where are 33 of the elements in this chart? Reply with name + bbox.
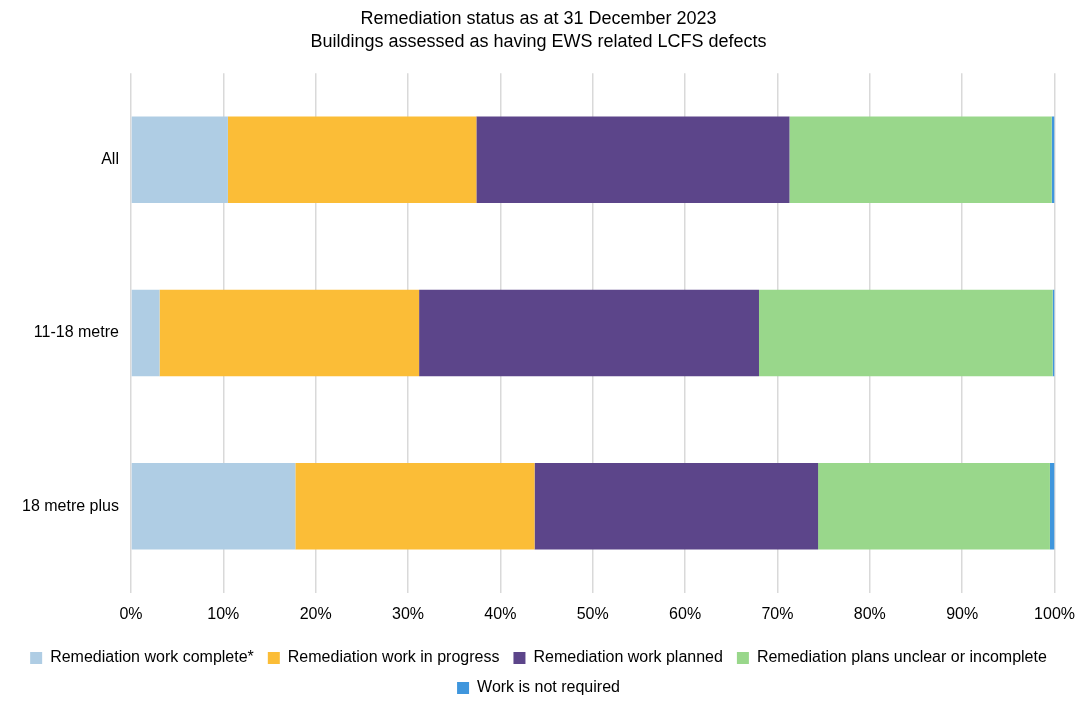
bar <box>159 289 420 377</box>
legend-label: Remediation work in progress <box>287 648 500 666</box>
bar <box>818 462 1050 550</box>
bar <box>131 462 296 550</box>
chart-subtitle: Buildings assessed as having EWS related LCFS defects <box>310 31 767 52</box>
x-tick-label: 10% <box>207 604 240 622</box>
x-tick-label: 20% <box>299 604 332 622</box>
x-tick-label: 0% <box>119 604 143 622</box>
bar <box>295 462 535 550</box>
legend-label: Work is not required <box>477 678 620 696</box>
bar <box>476 116 790 204</box>
bar <box>419 289 759 377</box>
legend-label: Remediation work planned <box>533 648 723 666</box>
y-tick-label: All <box>101 150 119 168</box>
x-tick-label: 90% <box>946 604 979 622</box>
x-tick-label: 60% <box>669 604 702 622</box>
x-tick-label: 80% <box>853 604 886 622</box>
y-tick-label: 18 metre plus <box>22 496 119 514</box>
chart-title: Remediation status as at 31 December 2023 <box>360 7 717 28</box>
bar <box>131 289 160 377</box>
bar <box>789 116 1052 204</box>
x-tick-label: 50% <box>576 604 609 622</box>
legend-label: Remediation plans unclear or incomplete <box>756 648 1047 666</box>
x-tick-label: 70% <box>761 604 794 622</box>
legend-label: Remediation work complete* <box>50 648 254 666</box>
bar <box>227 116 477 204</box>
x-tick-label: 40% <box>484 604 517 622</box>
x-tick-label: 30% <box>392 604 425 622</box>
bar <box>758 289 1053 377</box>
bar <box>131 116 228 204</box>
bar <box>534 462 819 550</box>
y-tick-label: 11-18 metre <box>33 323 120 341</box>
x-tick-label: 100% <box>1034 604 1075 622</box>
